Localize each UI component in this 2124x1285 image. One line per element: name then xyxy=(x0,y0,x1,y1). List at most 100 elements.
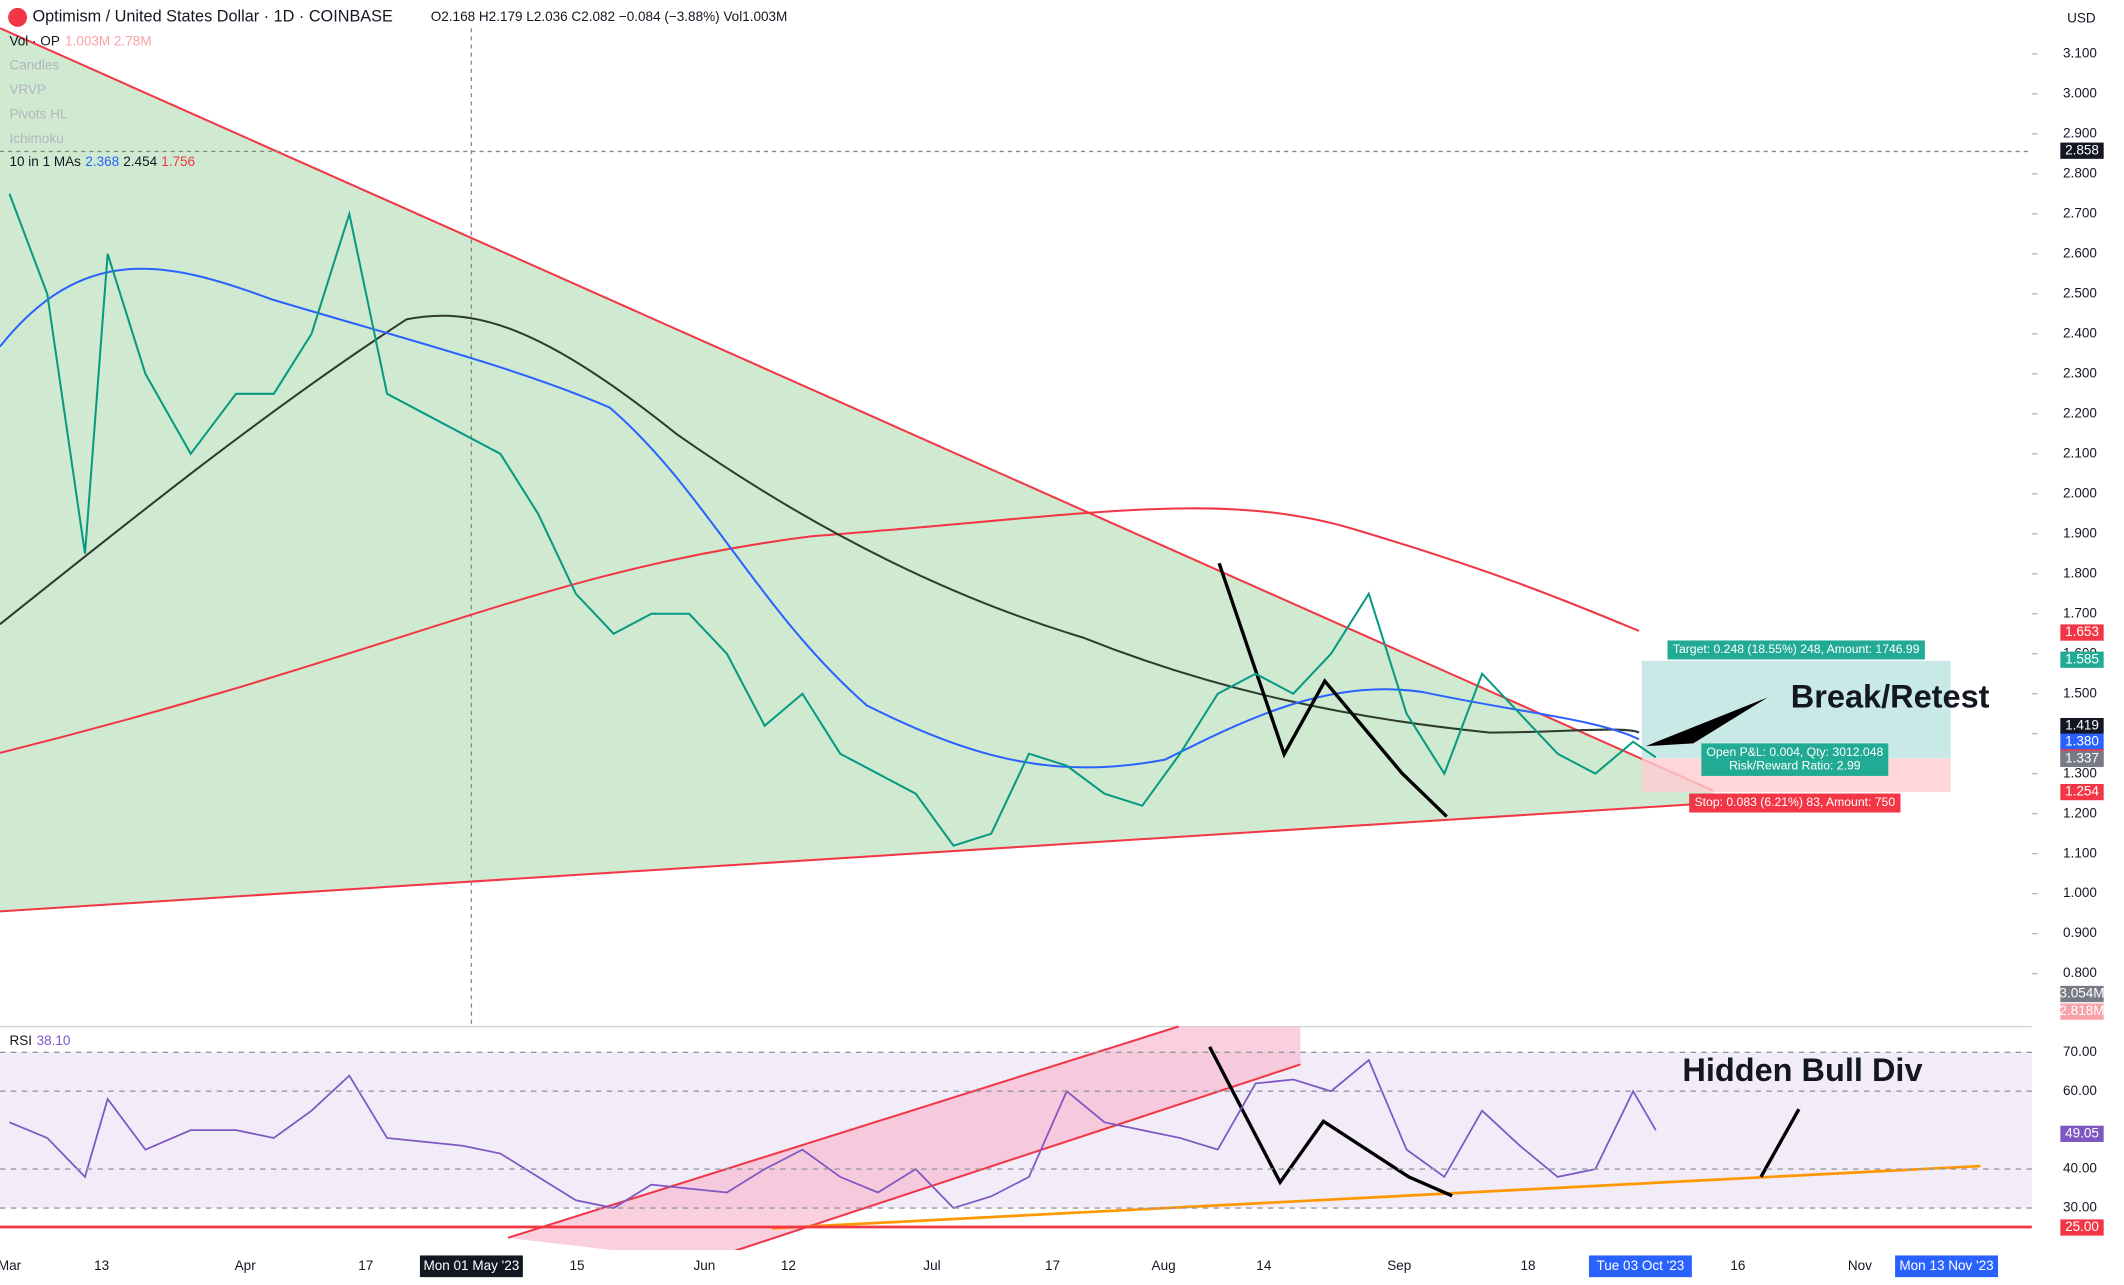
price-tick-label: 2.400 xyxy=(2063,325,2097,340)
time-label: 17 xyxy=(358,1258,373,1273)
time-badge xyxy=(1895,1255,1999,1278)
price-badge-label: 1.419 xyxy=(2065,718,2099,733)
time-label: Mar xyxy=(0,1258,22,1273)
legend-indicator: Candles xyxy=(9,58,59,73)
time-label: 14 xyxy=(1256,1258,1272,1273)
rsi-tick-label: 30.00 xyxy=(2063,1200,2097,1215)
price-tick-label: 1.900 xyxy=(2063,525,2097,540)
price-tick-label: 1.300 xyxy=(2063,765,2097,780)
time-label: 13 xyxy=(94,1258,109,1273)
price-tick-label: 1.100 xyxy=(2063,845,2097,860)
price-badge xyxy=(2060,783,2104,801)
triangle-upper xyxy=(0,27,1714,792)
legend-indicator: VRVP xyxy=(9,82,46,97)
price-tick-label: 0.900 xyxy=(2063,925,2097,940)
time-label: Mon 01 May '23 xyxy=(423,1258,519,1273)
price-tick-label: 1.000 xyxy=(2063,885,2097,900)
price-badge-label: 1.380 xyxy=(2065,733,2099,748)
price-badge xyxy=(2060,624,2104,641)
rsi-badge-label: 25.00 xyxy=(2065,1219,2099,1234)
rsi-channel xyxy=(507,1026,1301,1261)
price-tick-label: 3.000 xyxy=(2063,85,2097,100)
drawn-path xyxy=(1217,562,1448,818)
time-label: Sep xyxy=(1387,1258,1411,1273)
support-line xyxy=(772,1164,1981,1230)
ma-red xyxy=(0,507,1640,754)
legend-indicator: Pivots HL xyxy=(9,106,67,121)
symbol-logo xyxy=(8,7,28,27)
ohlc: O2.168 H2.179 L2.036 C2.082 −0.084 (−3.8… xyxy=(431,9,788,24)
price-badge xyxy=(2060,651,2104,668)
time-label: Aug xyxy=(1152,1258,1176,1273)
time-badge xyxy=(1588,1255,1692,1278)
channel-line xyxy=(507,1025,1179,1239)
price-tick-label: 2.000 xyxy=(2063,485,2097,500)
annotation: Break/Retest xyxy=(1791,678,1990,714)
volume-badge-label: 2.818M xyxy=(2059,1003,2104,1018)
time-label: Jun xyxy=(693,1258,715,1273)
price-tick-label: 2.900 xyxy=(2063,125,2097,140)
rsi-tick-label: 40.00 xyxy=(2063,1161,2097,1176)
rsi-badge xyxy=(2060,1219,2104,1236)
legend-volume: Vol · OP xyxy=(9,33,59,48)
price-tick-label: 2.800 xyxy=(2063,165,2097,180)
price-tick-label: 3.100 xyxy=(2063,46,2097,61)
legend-ma-value: 2.368 xyxy=(85,154,119,169)
price-tick-label: 2.200 xyxy=(2063,405,2097,420)
stop-label: Stop: 0.083 (6.21%) 83, Amount: 750 xyxy=(1695,795,1896,809)
price-badge xyxy=(2060,750,2104,768)
triangle-lower xyxy=(0,802,1714,913)
time-axis xyxy=(0,1250,2032,1284)
price-badge-label: 1.337 xyxy=(2065,750,2099,765)
target-label: Target: 0.248 (18.55%) 248, Amount: 1746… xyxy=(1673,642,1920,656)
volume-badge xyxy=(2060,985,2104,1003)
time-label: Mon 13 Nov '23 xyxy=(1899,1258,1993,1273)
arrow-break xyxy=(1645,697,1768,747)
currency[interactable]: USD xyxy=(2067,10,2096,25)
price-badge xyxy=(2060,142,2104,159)
price-tick-label: 1.500 xyxy=(2063,685,2097,700)
rsi-line xyxy=(9,1058,1657,1210)
time-label: Jul xyxy=(923,1258,940,1273)
ma-black xyxy=(0,314,1640,734)
arrow-div xyxy=(1759,1108,1801,1178)
volume-badge-label: 3.054M xyxy=(2059,986,2104,1001)
ma-blue xyxy=(0,267,1640,769)
pnl-box xyxy=(1701,743,1889,776)
symbol-title: Optimism / United States Dollar · 1D · C… xyxy=(33,8,393,26)
time-label: Tue 03 Oct '23 xyxy=(1596,1258,1684,1273)
rr-label: Risk/Reward Ratio: 2.99 xyxy=(1729,759,1861,773)
target-box xyxy=(1667,640,1925,660)
price-badge-label: 1.254 xyxy=(2065,784,2099,799)
price-badge xyxy=(2060,733,2104,750)
rsi-badge xyxy=(2060,1125,2104,1142)
price-tick-label: 2.700 xyxy=(2063,205,2097,220)
price-tick-label: 2.500 xyxy=(2063,285,2097,300)
stop-box xyxy=(1689,793,1901,813)
time-label: 12 xyxy=(781,1258,796,1273)
time-label: 15 xyxy=(570,1258,585,1273)
price-tick-label: 2.600 xyxy=(2063,245,2097,260)
price-tick-label: 1.800 xyxy=(2063,565,2097,580)
legend-ma-value: 2.454 xyxy=(123,154,157,169)
price-tick-label: 2.100 xyxy=(2063,445,2097,460)
price-badge-label: 1.585 xyxy=(2065,651,2099,666)
price-line xyxy=(8,193,1657,847)
price-tick-label: 0.800 xyxy=(2063,965,2097,980)
drawn-path xyxy=(1208,1046,1453,1198)
time-label: Apr xyxy=(235,1258,257,1273)
price-tick-label: 1.700 xyxy=(2063,605,2097,620)
legend-rsi-value: 38.10 xyxy=(37,1033,71,1048)
time-label: 17 xyxy=(1045,1258,1060,1273)
price-tick-label: 2.300 xyxy=(2063,365,2097,380)
legend-indicator: Ichimoku xyxy=(9,131,63,146)
price-badge xyxy=(2060,717,2104,735)
price-axis xyxy=(2031,1,2124,1284)
pnl-label: Open P&L: 0.004, Qty: 3012.048 xyxy=(1706,745,1883,759)
volume-badge xyxy=(2060,1003,2104,1020)
price-tick-label: 1.200 xyxy=(2063,805,2097,820)
annotation: Hidden Bull Div xyxy=(1682,1052,1922,1088)
rsi-tick-label: 60.00 xyxy=(2063,1083,2097,1098)
price-badge-label: 1.653 xyxy=(2065,624,2099,639)
